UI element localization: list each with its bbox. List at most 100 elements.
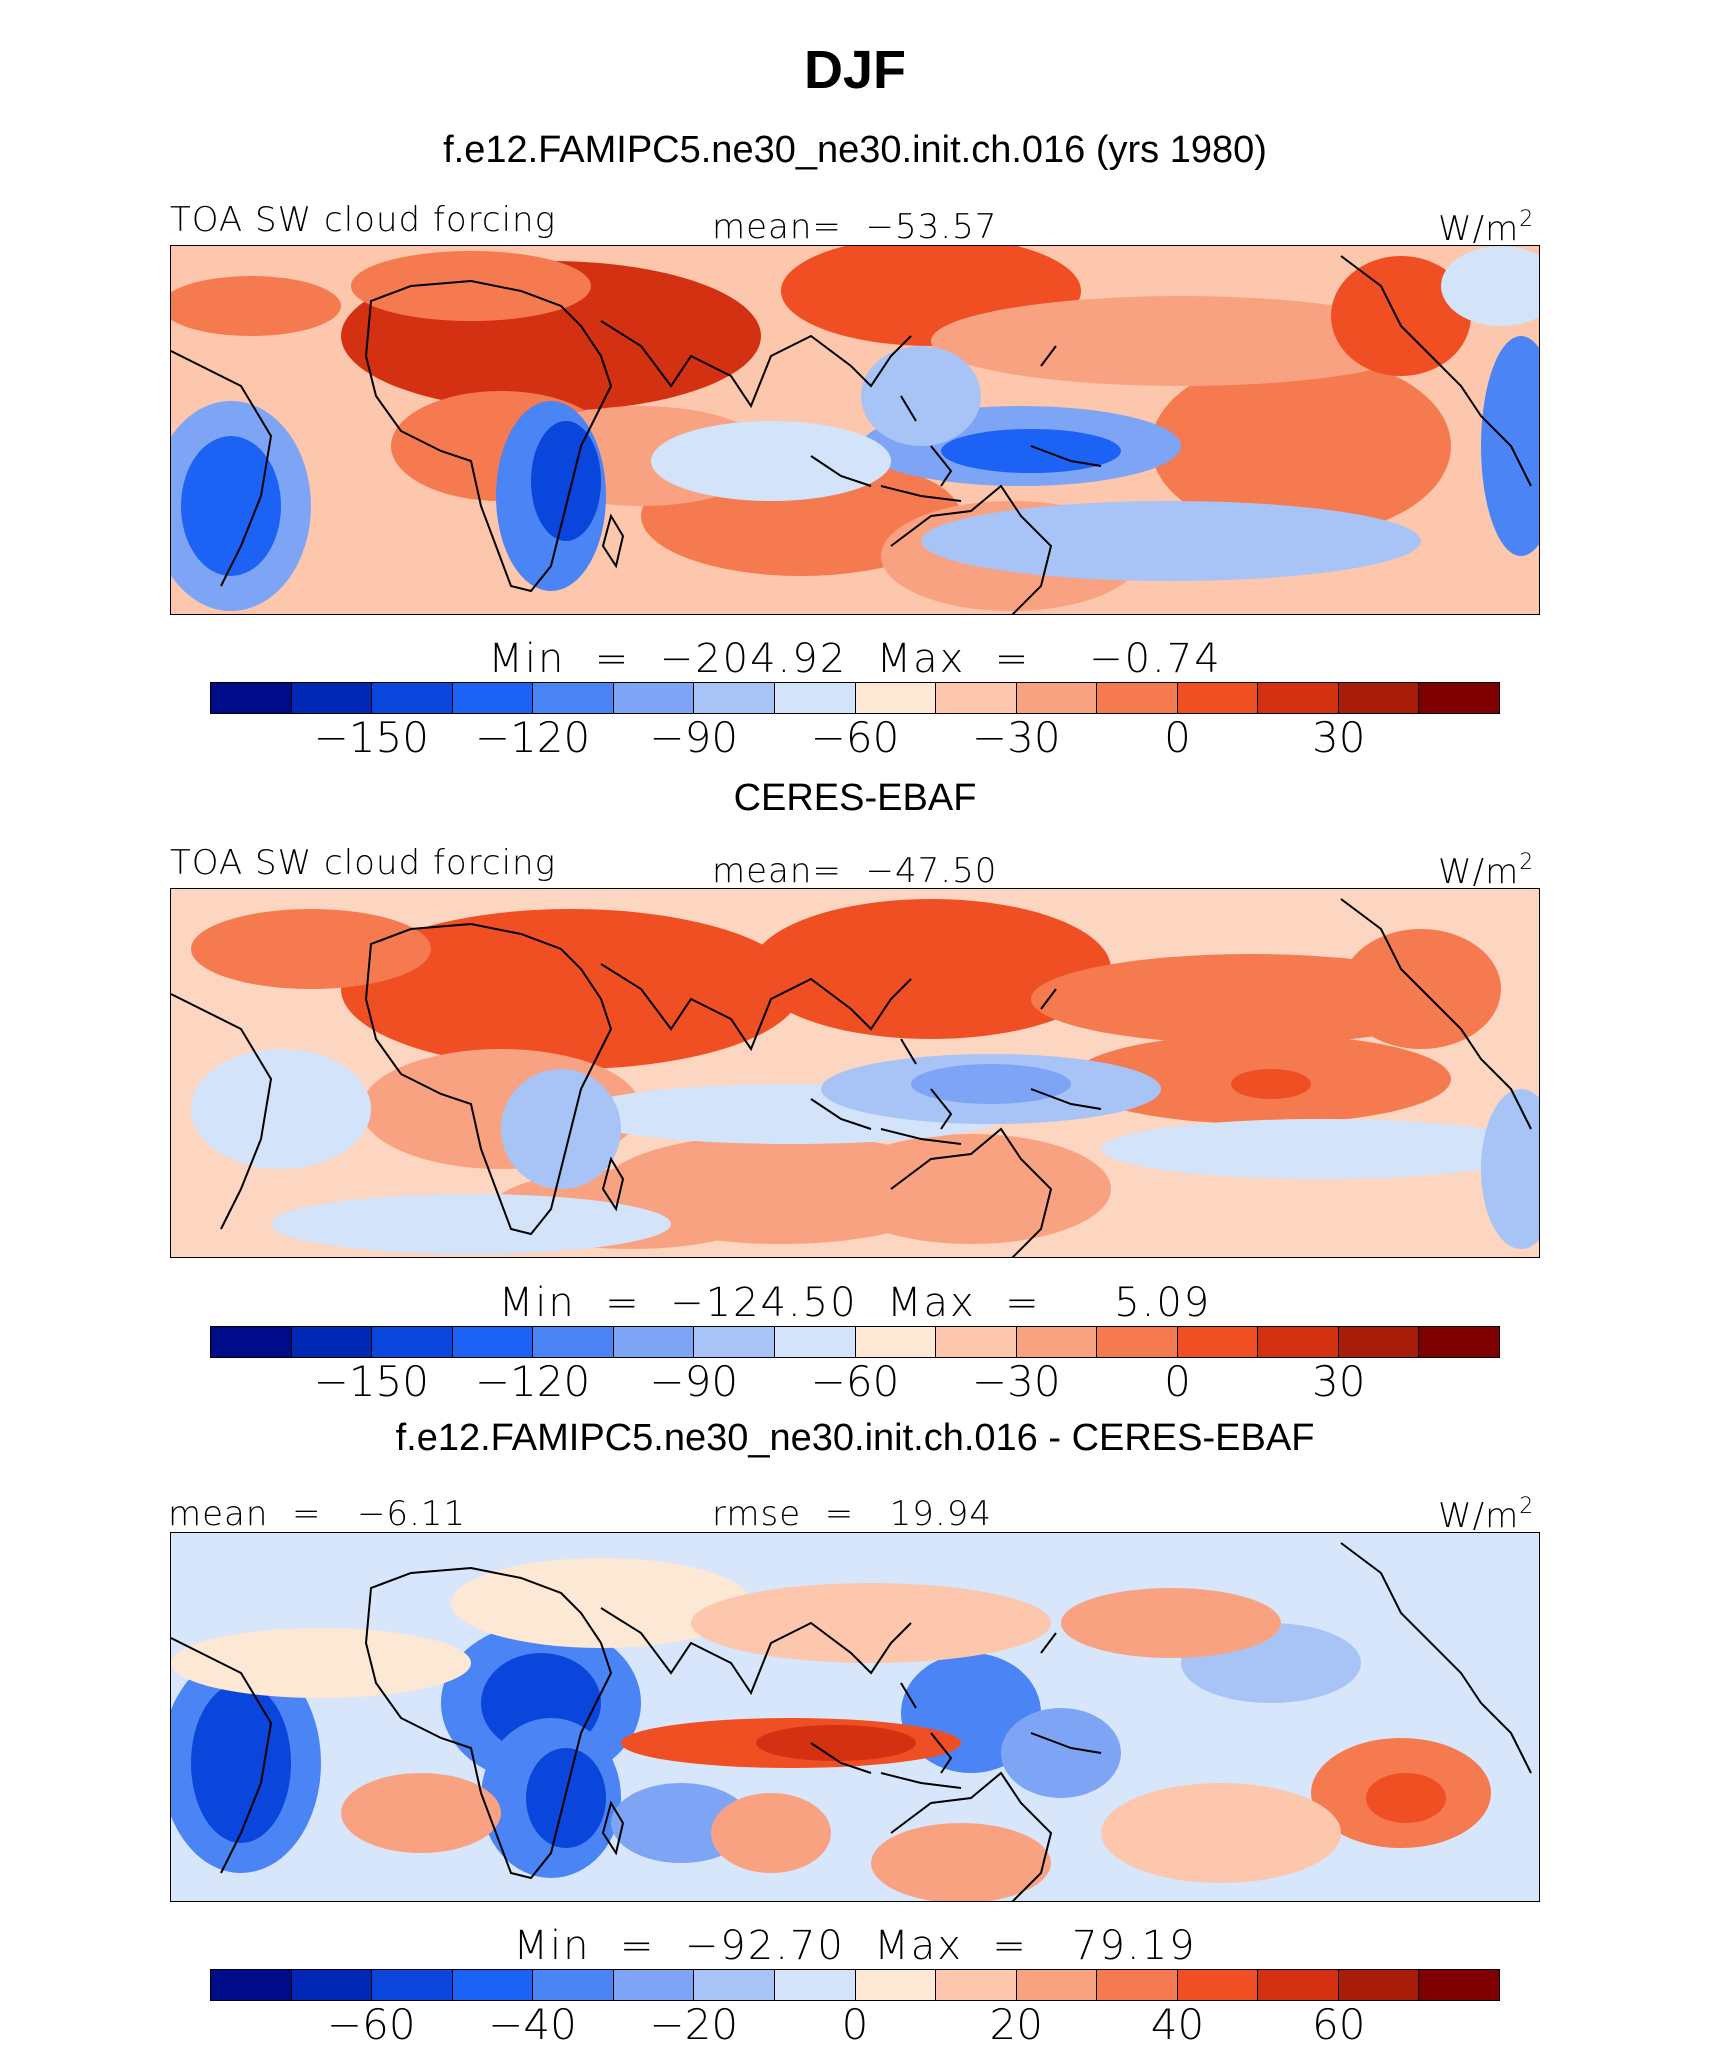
coastline	[1030, 1732, 1102, 1754]
coastline	[600, 320, 912, 409]
colorbar-swatch	[211, 1970, 292, 2000]
colorbar-diff	[210, 1969, 1500, 2001]
coastline	[364, 1566, 613, 1880]
colorbar-tick-label: 0	[1164, 1357, 1191, 1406]
map-model	[170, 245, 1540, 615]
coastline	[810, 1742, 872, 1774]
panel-left-label-model: TOA SW cloud forcing	[170, 200, 556, 240]
colorbar-tick-label: −90	[649, 713, 739, 762]
colorbar-tick-label: 40	[1150, 2000, 1205, 2049]
coastline	[900, 1038, 917, 1065]
colorbar-tick-label: −20	[649, 2000, 739, 2049]
colorbar-swatch	[291, 1327, 373, 1357]
coastline	[900, 1682, 917, 1709]
colorbar-swatch	[694, 1327, 775, 1357]
coastline	[1030, 445, 1102, 467]
colorbar-swatch	[855, 683, 937, 713]
colorbar-tick-label: −120	[474, 1357, 591, 1406]
panel-units-obs: W/m2	[1438, 850, 1535, 892]
colorbar-swatch	[1177, 683, 1259, 713]
panel-title-model: f.e12.FAMIPC5.ne30_ne30.init.ch.016 (yrs…	[443, 129, 1267, 171]
contour-region	[191, 1049, 371, 1169]
figure-title: DJF	[803, 40, 906, 100]
colorbar-swatch	[694, 1970, 775, 2000]
coastline	[1040, 1632, 1057, 1654]
colorbar-swatch	[1177, 1327, 1259, 1357]
contour-region	[921, 501, 1421, 581]
contour-region	[341, 909, 801, 1069]
contour-region	[531, 421, 601, 541]
contour-region	[1001, 1708, 1121, 1798]
coastline	[930, 1732, 953, 1774]
colorbar-swatch	[1016, 1327, 1098, 1357]
contour-region	[756, 1725, 916, 1761]
map-field	[171, 1533, 1539, 1901]
colorbar-swatch	[211, 683, 292, 713]
colorbar-swatch	[372, 1970, 453, 2000]
contour-region	[861, 346, 981, 446]
contour-region	[171, 1628, 471, 1698]
coastline	[600, 1607, 912, 1696]
coastline	[1040, 345, 1057, 367]
coastline	[930, 445, 953, 487]
colorbar-tick-label: 20	[989, 2000, 1043, 2049]
colorbar-tick-label: −40	[488, 2000, 577, 2049]
colorbar-swatch	[936, 1970, 1017, 2000]
colorbar-swatch	[452, 1327, 534, 1357]
contour-region	[191, 909, 431, 989]
panel-mean-model: mean= −53.57	[712, 207, 998, 247]
colorbar-swatch	[372, 1327, 453, 1357]
colorbar-swatch	[1097, 1970, 1178, 2000]
colorbar-swatch	[774, 1327, 856, 1357]
minmax-obs: Min = −124.50 Max = 5.09	[498, 1280, 1212, 1326]
colorbar-tick-label: −120	[474, 713, 591, 762]
contour-region	[691, 1583, 1051, 1663]
colorbar-swatch	[694, 683, 775, 713]
colorbar-swatch	[1338, 1327, 1420, 1357]
colorbar-swatch	[613, 1970, 695, 2000]
contour-region	[1061, 1588, 1281, 1658]
coastline	[171, 1637, 273, 1874]
colorbar-swatch	[452, 1970, 534, 2000]
colorbar-swatch	[1419, 683, 1499, 713]
colorbar-tick-label: −60	[810, 713, 900, 762]
coastline	[601, 513, 625, 569]
contour-region	[1231, 1069, 1311, 1099]
coastline	[1030, 1088, 1102, 1110]
panel-title-diff: f.e12.FAMIPC5.ne30_ne30.init.ch.016 - CE…	[395, 1417, 1315, 1459]
contour-region	[831, 1134, 1111, 1244]
coastline	[900, 395, 917, 422]
colorbar-swatch	[291, 683, 373, 713]
contour-region	[751, 899, 1111, 1039]
colorbar-swatch	[1258, 683, 1339, 713]
colorbar-swatch	[1338, 1970, 1420, 2000]
colorbar-tick-label: −90	[649, 1357, 739, 1406]
panel-mean-diff: mean = −6.11	[168, 1494, 467, 1534]
map-field	[171, 246, 1539, 614]
coastline	[890, 484, 1053, 614]
colorbar-tick-label: 30	[1312, 713, 1366, 762]
coastline	[364, 922, 613, 1236]
colorbar-swatch	[533, 1327, 614, 1357]
colorbar-tick-label: 30	[1312, 1357, 1366, 1406]
panel-title-obs: CERES-EBAF	[733, 777, 977, 819]
contour-region	[341, 1773, 501, 1853]
contour-region	[181, 436, 281, 576]
coastline	[171, 993, 273, 1230]
contour-region	[871, 1823, 1051, 1901]
colorbar-swatch	[855, 1970, 937, 2000]
colorbar-swatch	[1258, 1970, 1339, 2000]
coastline	[880, 1772, 962, 1789]
coastline	[930, 1088, 953, 1130]
contour-region	[526, 1748, 606, 1848]
colorbar-model	[210, 682, 1500, 714]
map-field	[171, 889, 1539, 1257]
colorbar-swatch	[211, 1327, 292, 1357]
contour-region	[651, 421, 891, 501]
colorbar-swatch	[855, 1327, 937, 1357]
contour-region	[911, 1064, 1071, 1104]
coastline	[601, 1156, 625, 1212]
colorbar-obs	[210, 1326, 1500, 1358]
colorbar-swatch	[613, 1327, 695, 1357]
panel-left-label-obs: TOA SW cloud forcing	[170, 843, 556, 883]
